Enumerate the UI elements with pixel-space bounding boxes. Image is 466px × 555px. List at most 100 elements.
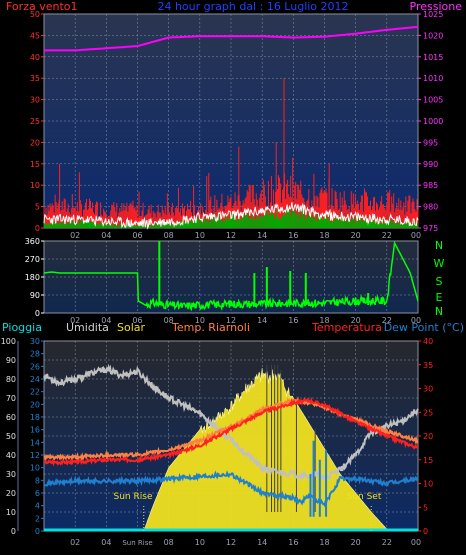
solar-tick-label: 8 bbox=[35, 476, 40, 485]
wind-left-tick-label: 0 bbox=[35, 224, 40, 233]
dir-x-tick-label: 08 bbox=[164, 316, 174, 325]
dir-x-tick-label: 04 bbox=[101, 316, 111, 325]
dir-x-tick-label: 02 bbox=[70, 316, 80, 325]
wind-x-tick-label: 16 bbox=[288, 231, 298, 240]
dir-left-tick-label: 270 bbox=[25, 255, 40, 264]
rain-tick-label: 30 bbox=[6, 470, 16, 479]
legend-pioggia: Pioggia bbox=[2, 321, 42, 334]
rain-tick-label: 0 bbox=[11, 527, 16, 536]
climate-x-tick-label: 18 bbox=[319, 538, 329, 547]
wind-left-tick-label: 45 bbox=[30, 31, 40, 40]
compass-w: W bbox=[434, 257, 445, 270]
rain-tick-label: 80 bbox=[6, 375, 16, 384]
solar-tick-label: 18 bbox=[30, 413, 40, 422]
temp-tick-label: 20 bbox=[423, 432, 433, 441]
solar-tick-label: 22 bbox=[30, 388, 40, 397]
wind-right-tick-label: 995 bbox=[423, 138, 438, 147]
rain-tick-label: 70 bbox=[6, 394, 16, 403]
wind-x-tick-label: 02 bbox=[70, 231, 80, 240]
wind-direction-line bbox=[43, 240, 419, 312]
temp-tick-label: 10 bbox=[423, 480, 433, 489]
wind-left-tick-label: 50 bbox=[30, 10, 40, 19]
wind-right-tick-label: 1015 bbox=[423, 53, 443, 62]
climate-x-tick-label: 14 bbox=[257, 538, 267, 547]
climate-x-tick-label: 20 bbox=[351, 538, 361, 547]
climate-x-tick-label: 08 bbox=[164, 538, 174, 547]
rain-tick-label: 10 bbox=[6, 508, 16, 517]
solar-tick-label: 30 bbox=[30, 337, 40, 346]
solar-tick-label: 0 bbox=[35, 527, 40, 536]
solar-tick-label: 24 bbox=[30, 375, 40, 384]
rain-tick-label: 90 bbox=[6, 356, 16, 365]
wind-right-tick-label: 975 bbox=[423, 224, 438, 233]
climate-x-tick-label: 16 bbox=[288, 538, 298, 547]
wind-x-tick-label: 06 bbox=[132, 231, 142, 240]
compass-n-bottom: N bbox=[435, 305, 443, 318]
chart-title: 24 hour graph dal : 16 Luglio 2012 bbox=[157, 0, 348, 13]
legend-temperatura: Temperatura bbox=[311, 321, 382, 334]
compass-s: S bbox=[436, 275, 443, 288]
dir-x-tick-label: 10 bbox=[195, 316, 205, 325]
wind-x-tick-label: 12 bbox=[226, 231, 236, 240]
dir-left-tick-label: 0 bbox=[35, 309, 40, 318]
dir-x-tick-label: 16 bbox=[288, 316, 298, 325]
dir-x-tick-label: 22 bbox=[382, 316, 392, 325]
solar-tick-label: 6 bbox=[35, 489, 40, 498]
climate-x-tick-label: 10 bbox=[195, 538, 205, 547]
wind-left-tick-label: 10 bbox=[30, 181, 40, 190]
humidity-line bbox=[43, 363, 419, 481]
solar-tick-label: 28 bbox=[30, 350, 40, 359]
dir-x-tick-label: 18 bbox=[319, 316, 329, 325]
wind-left-tick-label: 35 bbox=[30, 74, 40, 83]
dir-x-tick-label: 12 bbox=[226, 316, 236, 325]
wind-left-tick-label: 20 bbox=[30, 138, 40, 147]
temp-tick-label: 0 bbox=[423, 527, 428, 536]
wind-right-tick-label: 1025 bbox=[423, 10, 443, 19]
wind-left-tick-label: 15 bbox=[30, 160, 40, 169]
wind-x-tick-label: 22 bbox=[382, 231, 392, 240]
wind-x-tick-label: 18 bbox=[319, 231, 329, 240]
wind-x-tick-label: 08 bbox=[164, 231, 174, 240]
legend-umidita: Umidita bbox=[66, 321, 109, 334]
dir-left-tick-label: 360 bbox=[25, 237, 40, 246]
wind-x-tick-label: 10 bbox=[195, 231, 205, 240]
rain-tick-label: 20 bbox=[6, 489, 16, 498]
legend-dewpoint: Dew Point (°C) bbox=[384, 321, 464, 334]
wind-left-tick-label: 40 bbox=[30, 53, 40, 62]
dir-left-tick-label: 90 bbox=[30, 291, 40, 300]
rain-tick-label: 60 bbox=[6, 413, 16, 422]
climate-x-tick-label: 00 bbox=[411, 538, 421, 547]
legend-solar: Solar bbox=[117, 321, 146, 334]
wind-right-tick-label: 990 bbox=[423, 160, 438, 169]
wind-x-tick-label: 20 bbox=[351, 231, 361, 240]
wind-x-tick-label: 00 bbox=[411, 231, 421, 240]
wind-axis-title: Forza vento1 bbox=[6, 0, 78, 13]
pressure-line bbox=[44, 25, 419, 52]
solar-tick-label: 20 bbox=[30, 400, 40, 409]
temp-tick-label: 40 bbox=[423, 337, 433, 346]
climate-x-tick-label: Sun Rise bbox=[122, 539, 152, 547]
solar-tick-label: 26 bbox=[30, 362, 40, 371]
climate-x-tick-label: 12 bbox=[226, 538, 236, 547]
climate-x-tick-label: 22 bbox=[382, 538, 392, 547]
temp-tick-label: 35 bbox=[423, 361, 433, 370]
compass-n-top: N bbox=[435, 239, 443, 252]
wind-right-tick-label: 1010 bbox=[423, 74, 443, 83]
compass-e: E bbox=[436, 291, 443, 304]
wind-x-tick-label: 14 bbox=[257, 231, 267, 240]
climate-x-tick-label: 02 bbox=[70, 538, 80, 547]
rain-tick-label: 50 bbox=[6, 432, 16, 441]
temperature-line bbox=[43, 396, 418, 467]
dir-x-tick-label: 06 bbox=[132, 316, 142, 325]
solar-tick-label: 16 bbox=[30, 426, 40, 435]
temp-tick-label: 30 bbox=[423, 385, 433, 394]
solar-tick-label: 12 bbox=[30, 451, 40, 460]
wind-right-tick-label: 1005 bbox=[423, 96, 443, 105]
climate-x-tick-label: 04 bbox=[101, 538, 111, 547]
wind-left-tick-label: 25 bbox=[30, 117, 40, 126]
wind-left-tick-label: 30 bbox=[30, 96, 40, 105]
solar-tick-label: 10 bbox=[30, 464, 40, 473]
dir-x-tick-label: 00 bbox=[411, 316, 421, 325]
dir-left-tick-label: 180 bbox=[25, 273, 40, 282]
